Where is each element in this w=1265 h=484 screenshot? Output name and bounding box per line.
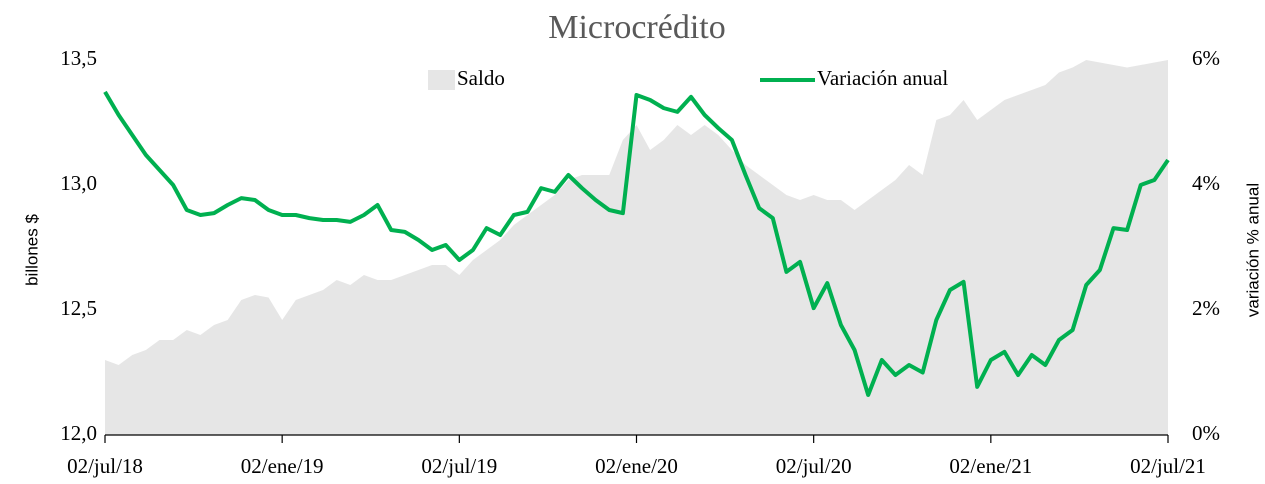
x-tick-label: 02/ene/20: [595, 454, 678, 478]
y2-tick-label: 4%: [1192, 171, 1220, 195]
x-tick-label: 02/ene/21: [949, 454, 1032, 478]
x-tick-label: 02/jul/21: [1130, 454, 1206, 478]
area: [105, 60, 1168, 435]
y2-tick-label: 6%: [1192, 46, 1220, 70]
x-tick-label: 02/jul/19: [421, 454, 497, 478]
legend-swatch: [428, 70, 455, 90]
x-tick-label: 02/jul/20: [776, 454, 852, 478]
legend-label: Variación anual: [817, 66, 948, 90]
line: [103, 90, 1170, 397]
y-tick-label: 13,0: [60, 171, 97, 195]
y2-tick-label: 2%: [1192, 296, 1220, 320]
y-tick-label: 12,0: [60, 421, 97, 445]
y-tick-label: 13,5: [60, 46, 97, 70]
legend-label: Saldo: [457, 66, 505, 90]
x-tick-label: 02/jul/18: [67, 454, 143, 478]
y2-tick-label: 0%: [1192, 421, 1220, 445]
y2-axis-title: variación % anual: [1243, 183, 1262, 317]
x-tick-label: 02/ene/19: [241, 454, 324, 478]
y-tick-label: 12,5: [60, 296, 97, 320]
y-axis-title: billones $: [22, 214, 41, 286]
chart-title: Microcrédito: [548, 9, 726, 46]
